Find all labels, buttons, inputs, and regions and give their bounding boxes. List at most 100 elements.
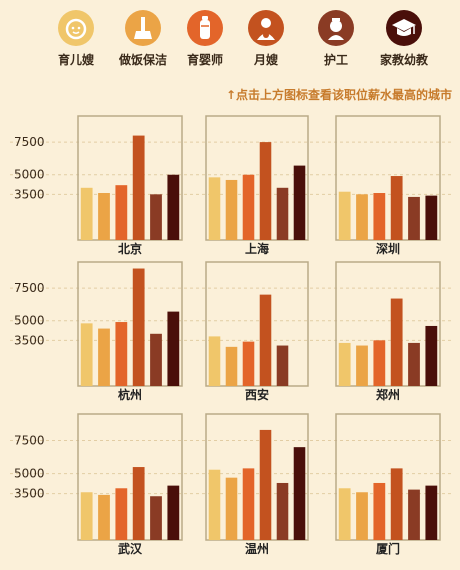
bar (167, 485, 180, 540)
bar (225, 346, 238, 386)
bar (373, 340, 386, 386)
city-label: 深圳 (376, 241, 400, 256)
hint-text: ↑点击上方图标查看该职位薪水最高的城市 (225, 88, 452, 102)
bar (242, 341, 255, 386)
bar (338, 488, 351, 540)
bar (115, 488, 128, 540)
panel-frame (335, 413, 441, 541)
bar (208, 469, 221, 540)
city-label: 杭州 (118, 387, 142, 402)
legend-label: 育婴师 (186, 53, 223, 67)
bar (115, 322, 128, 386)
baby-face-icon[interactable] (58, 10, 94, 46)
legend: 育儿嫂 做饭保洁 育婴师 月嫂 护工 家教幼教 (0, 10, 460, 80)
panel-frame (77, 115, 183, 241)
bar (293, 165, 306, 240)
panel-frame (77, 413, 183, 541)
y-tick-label: 3500 (14, 487, 45, 501)
panel-frame (335, 115, 441, 241)
city-label: 厦门 (376, 541, 400, 556)
legend-item[interactable]: 育婴师 (169, 10, 241, 68)
graduation-cap-icon[interactable] (386, 10, 422, 46)
bar (408, 196, 420, 240)
bar (132, 135, 145, 240)
y-tick-label: 5000 (14, 168, 45, 182)
bar (408, 342, 420, 386)
panel-frame (205, 413, 309, 541)
city-label: 郑州 (376, 387, 400, 402)
bar (242, 174, 255, 240)
city-label: 北京 (118, 241, 142, 256)
bar (259, 142, 272, 240)
legend-label: 月嫂 (253, 53, 278, 67)
bar (276, 482, 289, 540)
bar (208, 336, 221, 386)
panel-frame (335, 261, 441, 387)
y-tick-label: 3500 (14, 333, 45, 347)
bar (167, 174, 180, 240)
y-tick-label: 7500 (14, 281, 45, 295)
legend-item[interactable]: 月嫂 (230, 10, 302, 68)
panel-frame (77, 261, 183, 387)
y-tick-label: 7500 (14, 434, 45, 448)
bar (98, 328, 110, 386)
legend-item[interactable]: 育儿嫂 (40, 10, 112, 68)
bar (167, 311, 180, 386)
city-label: 西安 (245, 387, 269, 402)
bar (276, 345, 289, 386)
bar (356, 492, 368, 540)
city-label: 上海 (245, 241, 269, 256)
y-tick-label: 7500 (14, 135, 45, 149)
bar (390, 298, 403, 386)
legend-label: 育儿嫂 (57, 53, 94, 67)
chef-broom-icon[interactable] (125, 10, 161, 46)
bar (259, 294, 272, 386)
mother-baby-icon[interactable] (248, 10, 284, 46)
bar (338, 191, 351, 240)
nurse-icon[interactable] (318, 10, 354, 46)
legend-label: 护工 (323, 53, 348, 67)
legend-item[interactable]: 做饭保洁 (107, 10, 179, 68)
bar (150, 333, 162, 386)
bar (408, 489, 420, 540)
bar (390, 176, 403, 240)
legend-item[interactable]: 护工 (300, 10, 372, 68)
bar (356, 194, 368, 240)
bar (132, 467, 145, 540)
bar (425, 325, 438, 386)
bar (80, 323, 93, 386)
bar (208, 177, 221, 240)
bar (80, 187, 93, 240)
bar (276, 187, 289, 240)
bar (293, 447, 306, 540)
legend-label: 做饭保洁 (118, 53, 167, 67)
y-tick-label: 5000 (14, 467, 45, 481)
baby-bottle-icon[interactable] (187, 10, 223, 46)
bar (98, 494, 110, 540)
bar (225, 179, 238, 240)
bar (225, 477, 238, 540)
bar (356, 345, 368, 386)
bar (115, 185, 128, 240)
panel-frame (205, 115, 309, 241)
bar (242, 468, 255, 540)
bar (80, 492, 93, 540)
y-tick-label: 5000 (14, 314, 45, 328)
y-tick-label: 3500 (14, 187, 45, 201)
bar (425, 195, 438, 240)
panel-frame (205, 261, 309, 387)
city-label: 武汉 (118, 541, 143, 556)
bar (259, 429, 272, 540)
bar (98, 193, 110, 240)
city-label: 温州 (245, 542, 269, 556)
bar (390, 468, 403, 540)
bar (150, 496, 162, 540)
legend-label: 家教幼教 (379, 53, 428, 67)
bar (425, 485, 438, 540)
bar (373, 482, 386, 540)
legend-item[interactable]: 家教幼教 (368, 10, 440, 68)
bar (373, 193, 386, 240)
bar (150, 194, 162, 240)
bar (132, 268, 145, 386)
